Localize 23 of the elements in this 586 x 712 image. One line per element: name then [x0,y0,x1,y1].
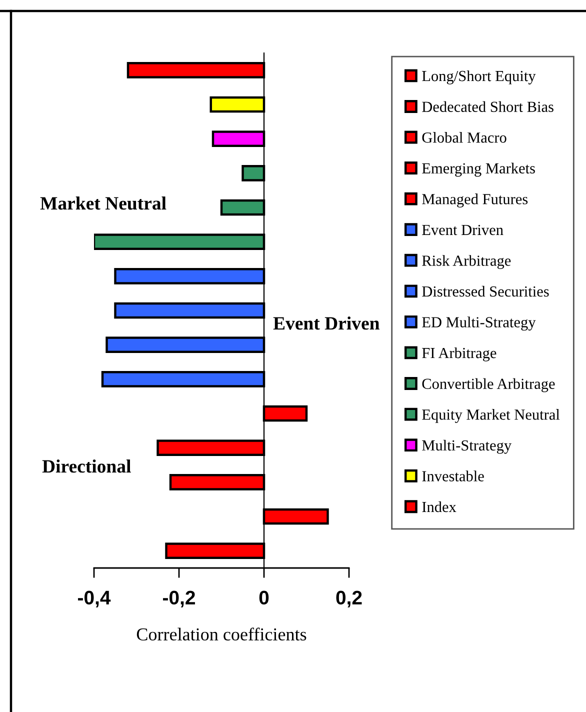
legend-label: FI Arbitrage [422,347,496,362]
legend-label: Investable [422,470,484,482]
legend-label: Distressed Securities [422,286,549,297]
legend-label: Event Driven [422,224,504,236]
annotation: Directional [42,460,131,473]
legend-label: ED Multi-Strategy [422,316,536,331]
legend-label: Long/Short Equity [422,70,536,84]
x-tick-label: -0,4 [78,590,111,608]
legend-label: Multi-Strategy [422,440,512,454]
legend-label: Emerging Markets [422,162,535,177]
x-axis-title: Correlation coefficients [136,628,306,640]
legend-label: Risk Arbitrage [422,255,511,269]
x-tick-label: -0,2 [163,590,195,608]
legend-label: Managed Futures [422,194,528,208]
legend-label: Dedecated Short Bias [422,101,554,112]
legend-label: Index [422,501,456,512]
legend-label: Convertible Arbitrage [422,378,555,392]
x-tick-label: 0 [259,590,269,605]
x-tick-label: 0,2 [336,590,362,608]
legend-label: Global Macro [422,132,506,143]
annotation: Event Driven [273,316,380,330]
annotation: Market Neutral [40,196,166,210]
legend-label: Equity Market Neutral [422,409,560,423]
